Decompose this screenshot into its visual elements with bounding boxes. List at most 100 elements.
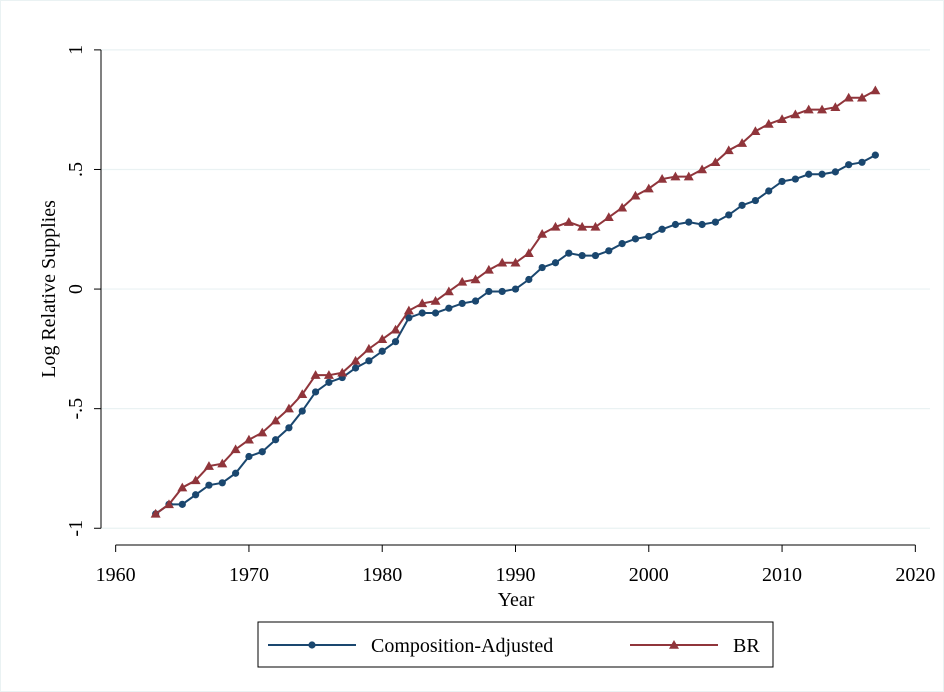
marker — [311, 388, 320, 396]
marker — [698, 220, 706, 229]
marker — [763, 119, 774, 128]
marker — [630, 190, 641, 200]
marker — [258, 448, 266, 456]
y-tick-label: 1 — [65, 45, 87, 55]
legend-label: Composition-Adjusted — [371, 635, 553, 657]
marker — [510, 257, 521, 267]
marker — [163, 499, 174, 509]
legend-label: BR — [733, 635, 760, 657]
marker — [257, 427, 268, 437]
marker — [711, 218, 720, 226]
marker — [310, 370, 321, 379]
marker — [657, 174, 668, 183]
marker — [270, 415, 281, 425]
marker — [871, 151, 879, 159]
marker — [457, 276, 468, 286]
marker — [497, 257, 508, 267]
marker — [363, 343, 374, 353]
marker — [430, 296, 441, 305]
marker — [697, 164, 708, 174]
legend-marker — [669, 640, 679, 649]
marker — [778, 177, 786, 186]
y-tick-label: -1 — [65, 520, 87, 537]
marker — [671, 220, 680, 229]
marker — [617, 202, 628, 212]
marker — [605, 247, 613, 255]
marker — [483, 264, 494, 274]
marker — [870, 85, 881, 95]
marker — [631, 235, 640, 243]
marker — [323, 370, 334, 379]
marker — [523, 248, 534, 257]
marker — [458, 299, 466, 308]
marker — [471, 297, 480, 305]
marker — [818, 170, 826, 178]
y-tick-label: -.5 — [65, 398, 87, 420]
marker — [205, 481, 213, 489]
marker — [683, 171, 694, 181]
marker — [485, 287, 493, 296]
marker — [498, 287, 506, 296]
marker — [843, 92, 854, 102]
marker — [551, 259, 560, 267]
marker — [511, 285, 520, 293]
marker — [845, 161, 853, 169]
marker — [738, 201, 746, 209]
marker — [178, 500, 186, 508]
y-tick-label: .5 — [65, 162, 87, 177]
x-tick-label: 2000 — [629, 564, 669, 586]
marker — [750, 126, 761, 135]
marker — [737, 138, 748, 147]
marker — [445, 304, 453, 312]
marker — [537, 229, 548, 238]
marker — [391, 338, 400, 346]
marker — [645, 232, 653, 241]
marker — [590, 221, 601, 231]
marker — [830, 102, 841, 112]
marker — [403, 305, 414, 315]
marker — [298, 407, 306, 415]
marker — [790, 109, 801, 119]
marker — [431, 309, 440, 317]
marker — [831, 168, 839, 176]
x-tick-label: 1970 — [229, 564, 269, 586]
x-tick-label: 1980 — [362, 564, 402, 586]
marker — [578, 251, 586, 260]
marker — [350, 355, 361, 365]
marker — [271, 436, 280, 444]
marker — [565, 249, 573, 257]
x-tick-label: 2020 — [895, 564, 935, 586]
marker — [417, 298, 428, 308]
marker — [725, 211, 733, 219]
marker — [378, 347, 386, 355]
marker — [817, 104, 828, 114]
marker — [643, 183, 654, 193]
y-axis-title: Log Relative Supplies — [38, 200, 60, 378]
marker — [550, 221, 561, 231]
marker — [670, 171, 681, 181]
marker — [658, 225, 666, 233]
x-tick-label: 1990 — [496, 564, 536, 586]
marker — [857, 92, 868, 102]
marker — [765, 187, 773, 195]
marker — [443, 286, 454, 296]
marker — [723, 145, 734, 155]
marker — [351, 364, 360, 372]
marker — [390, 324, 401, 334]
marker — [297, 389, 308, 399]
marker — [418, 309, 426, 317]
marker — [232, 469, 240, 477]
marker — [751, 196, 760, 205]
x-tick-label: 2010 — [762, 564, 802, 586]
marker — [218, 479, 226, 487]
marker — [377, 334, 388, 344]
x-axis-title: Year — [498, 589, 535, 611]
marker — [791, 175, 799, 183]
marker — [283, 403, 294, 413]
marker — [365, 357, 373, 365]
marker — [777, 114, 788, 123]
marker — [405, 314, 413, 322]
